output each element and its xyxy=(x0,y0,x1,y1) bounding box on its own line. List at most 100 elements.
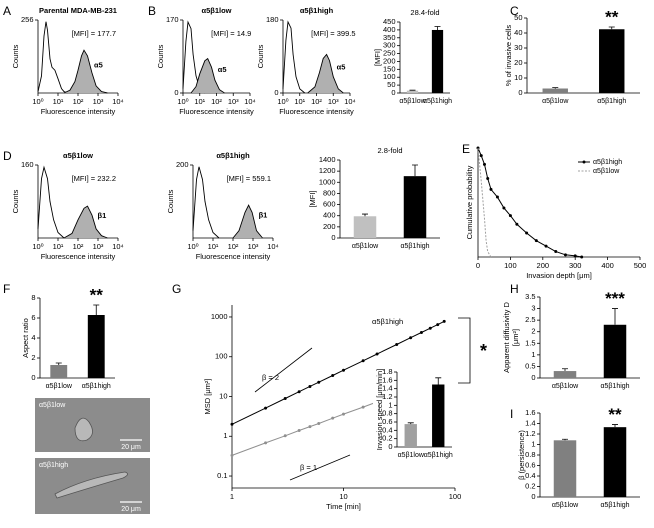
point xyxy=(534,239,538,243)
marker-label: α5 xyxy=(218,65,227,74)
y-axis-label: Invasion speed [μm/min] xyxy=(375,369,384,450)
x-axis-label: Fluorescence intensity xyxy=(179,107,254,116)
error-bar xyxy=(562,438,568,441)
bar xyxy=(599,29,625,93)
category-label: α5β1low xyxy=(398,452,425,459)
x-tick-label: 100 xyxy=(449,492,462,501)
significance: ** xyxy=(90,285,104,304)
point xyxy=(482,162,486,166)
y-tick-label: 1.6 xyxy=(525,408,535,417)
error-bar xyxy=(93,304,100,315)
category-label: α5β1high xyxy=(600,502,629,509)
point xyxy=(331,373,335,377)
category-label: α5β1low xyxy=(542,98,569,105)
point xyxy=(308,425,312,429)
y-axis-label: Counts xyxy=(11,189,20,213)
y-tick-label: 0.8 xyxy=(525,450,535,459)
y-tick-label: 1200 xyxy=(319,166,336,175)
error-bar xyxy=(407,422,414,425)
x-tick-label: 100 xyxy=(504,261,517,270)
point xyxy=(308,384,312,388)
y-tick-label: 300 xyxy=(383,41,396,50)
y-tick-label: 400 xyxy=(323,211,336,220)
error-bar xyxy=(562,368,568,372)
x-tick-label: 10³ xyxy=(228,97,239,106)
y-tick-label: 200 xyxy=(383,56,396,65)
y-tick-label: 600 xyxy=(323,200,336,209)
reference-slope xyxy=(289,454,351,481)
y-tick-label: 8 xyxy=(31,293,35,302)
y-tick-label: 0 xyxy=(331,233,335,242)
y-tick-label: 2 xyxy=(31,353,35,362)
marker-label: α5 xyxy=(337,63,346,72)
panel-letter: H xyxy=(510,282,519,296)
x-tick-label: 10² xyxy=(311,97,322,106)
bar xyxy=(431,29,444,93)
y-tick-label: 0.5 xyxy=(525,361,535,370)
x-tick-label: 10⁰ xyxy=(187,242,198,251)
panel-letter: D xyxy=(3,149,12,163)
y-axis-label: [μm²] xyxy=(511,329,520,346)
histogram-line xyxy=(37,165,65,239)
y-axis-label: Counts xyxy=(156,44,165,68)
category-label: α5β1low xyxy=(552,383,579,390)
cell xyxy=(54,471,128,499)
point xyxy=(419,330,423,334)
series-line xyxy=(477,147,492,258)
panel-letter: E xyxy=(462,142,470,156)
bar xyxy=(542,88,568,93)
histogram-line xyxy=(282,20,306,94)
point xyxy=(230,422,234,426)
panel-letter: F xyxy=(3,282,10,296)
bar xyxy=(353,216,377,238)
x-tick-label: 10³ xyxy=(93,97,104,106)
point xyxy=(525,231,529,235)
point xyxy=(264,441,268,445)
bar xyxy=(50,365,68,378)
y-tick-label: 0.8 xyxy=(382,409,392,418)
x-tick-label: 10⁴ xyxy=(267,242,279,251)
marker-label: β1 xyxy=(98,211,107,220)
y-tick-label: 0 xyxy=(518,88,522,97)
x-tick-label: 10¹ xyxy=(53,242,64,251)
point xyxy=(331,416,335,420)
y-axis-label: β (persistence) xyxy=(517,430,526,480)
y-tick-label: 6 xyxy=(31,313,35,322)
error-bar xyxy=(55,362,62,365)
y-tick-label: 3.5 xyxy=(525,292,535,301)
y-axis-label: Aspect ratio xyxy=(21,318,30,358)
histogram-line xyxy=(190,57,225,94)
point xyxy=(508,214,512,218)
x-tick-label: 10¹ xyxy=(294,97,305,106)
significance: ** xyxy=(605,7,619,26)
y-tick-label: 450 xyxy=(383,17,396,26)
category-label: α5β1low xyxy=(352,243,379,250)
scale-label: 20 μm xyxy=(121,444,141,451)
marker-label: α5 xyxy=(94,61,103,70)
y-tick-label: 0 xyxy=(388,442,392,451)
x-tick-label: 10³ xyxy=(93,242,104,251)
point xyxy=(495,195,499,199)
y-tick-label: 1000 xyxy=(319,177,336,186)
x-tick-label: 400 xyxy=(601,261,614,270)
error-bar xyxy=(608,26,615,30)
y-tick-label: 150 xyxy=(383,64,396,73)
mfi-label: [MFI] = 177.7 xyxy=(72,29,116,38)
point xyxy=(230,453,234,457)
cell xyxy=(74,417,93,442)
y-tick-label: 250 xyxy=(383,49,396,58)
x-tick-label: 10⁰ xyxy=(177,97,188,106)
y-tick-label: 20 xyxy=(514,58,522,67)
error-bar xyxy=(552,87,559,89)
x-tick-label: 10⁴ xyxy=(344,97,356,106)
x-axis-label: Fluorescence intensity xyxy=(41,107,116,116)
error-bar xyxy=(435,377,442,385)
point xyxy=(554,250,558,254)
y-tick-label: 1.2 xyxy=(525,429,535,438)
bar xyxy=(553,371,577,378)
micrograph xyxy=(35,398,150,452)
y-tick-label: 1.4 xyxy=(382,384,392,393)
histogram-line xyxy=(63,49,108,94)
point xyxy=(563,253,567,257)
point xyxy=(297,428,301,432)
